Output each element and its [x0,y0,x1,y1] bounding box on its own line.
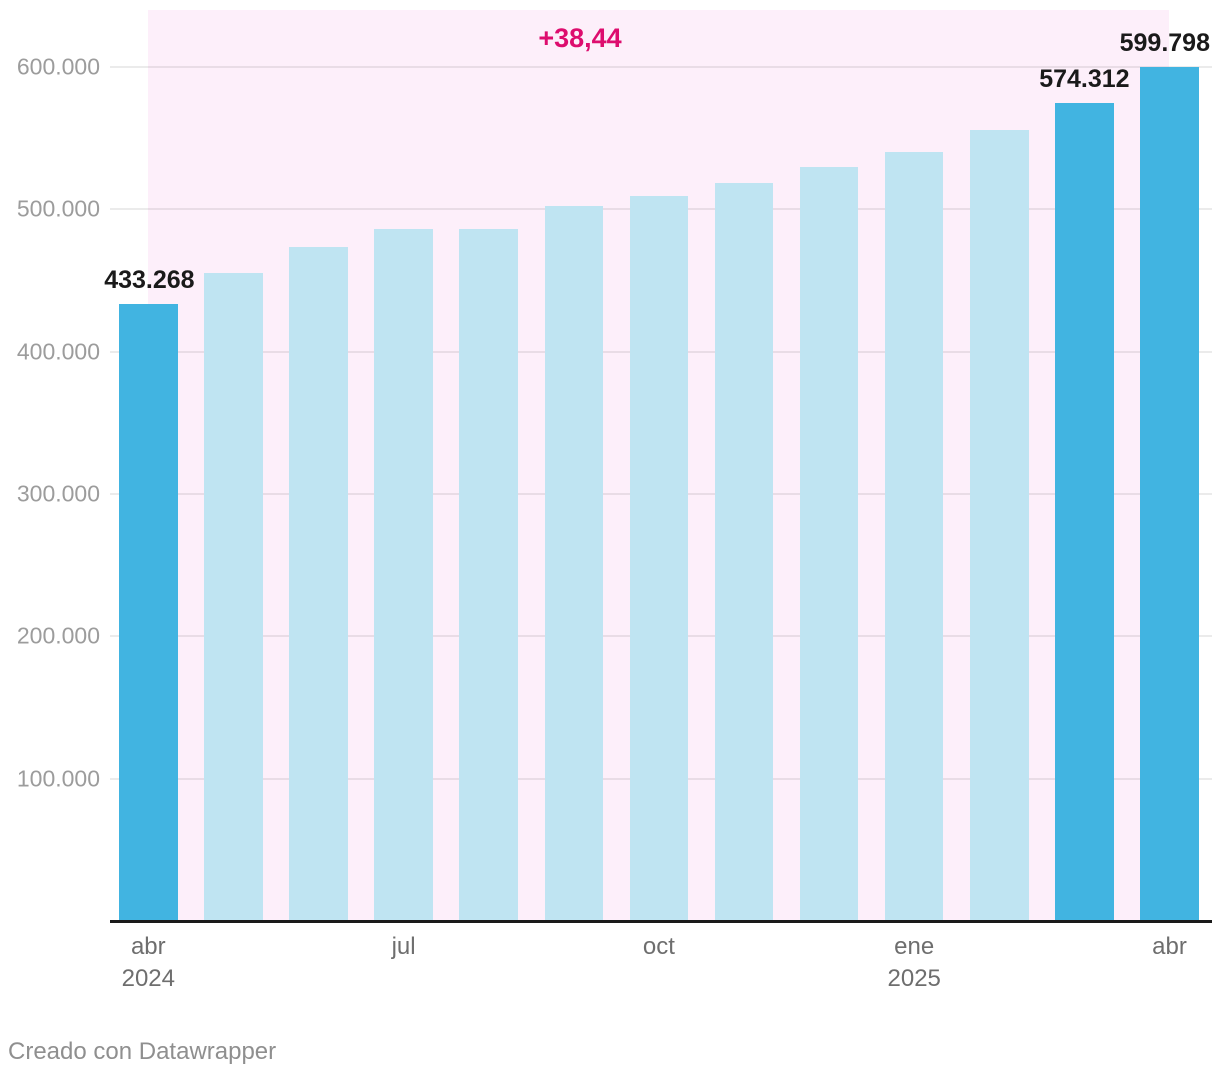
x-tick-label: abr [1152,931,1187,963]
bar[interactable] [714,182,774,921]
x-tick-year: 2024 [121,965,175,992]
bar[interactable] [204,272,263,921]
value-label: 599.798 [1119,29,1210,58]
gridline [110,65,1212,68]
bar[interactable] [799,167,859,921]
y-tick-label: 500.000 [16,195,100,222]
y-tick-label: 600.000 [16,53,100,80]
x-tick-month: abr [1152,933,1187,960]
x-tick-label: oct [643,931,675,963]
bar[interactable] [1140,67,1199,921]
y-tick-label: 300.000 [16,480,100,507]
y-tick-label: 100.000 [16,765,100,792]
x-tick-year: 2025 [887,965,941,992]
x-axis-baseline [110,920,1212,923]
change-annotation: +38,44 [538,23,622,53]
value-label: 574.312 [1039,65,1130,94]
bar[interactable] [544,206,604,921]
x-tick-month: ene [894,933,935,960]
x-tick-label: ene 2025 [887,931,940,995]
bar[interactable] [629,196,689,921]
bar[interactable] [970,129,1029,921]
y-tick-label: 200.000 [16,622,100,649]
bar[interactable] [459,229,518,921]
bar[interactable] [374,229,433,921]
x-tick-month: oct [642,933,675,960]
x-tick-label: abr 2024 [122,931,175,995]
x-tick-month: jul [391,933,416,960]
x-tick-month: abr [130,933,166,960]
y-tick-label: 400.000 [16,338,100,365]
bar[interactable] [119,304,178,921]
bar[interactable] [289,246,348,921]
bar[interactable] [884,152,944,921]
value-label: 433.268 [104,266,195,295]
footer-credit[interactable]: Creado con Datawrapper [8,1038,277,1065]
x-tick-label: jul [392,931,416,963]
bar[interactable] [1055,103,1114,921]
